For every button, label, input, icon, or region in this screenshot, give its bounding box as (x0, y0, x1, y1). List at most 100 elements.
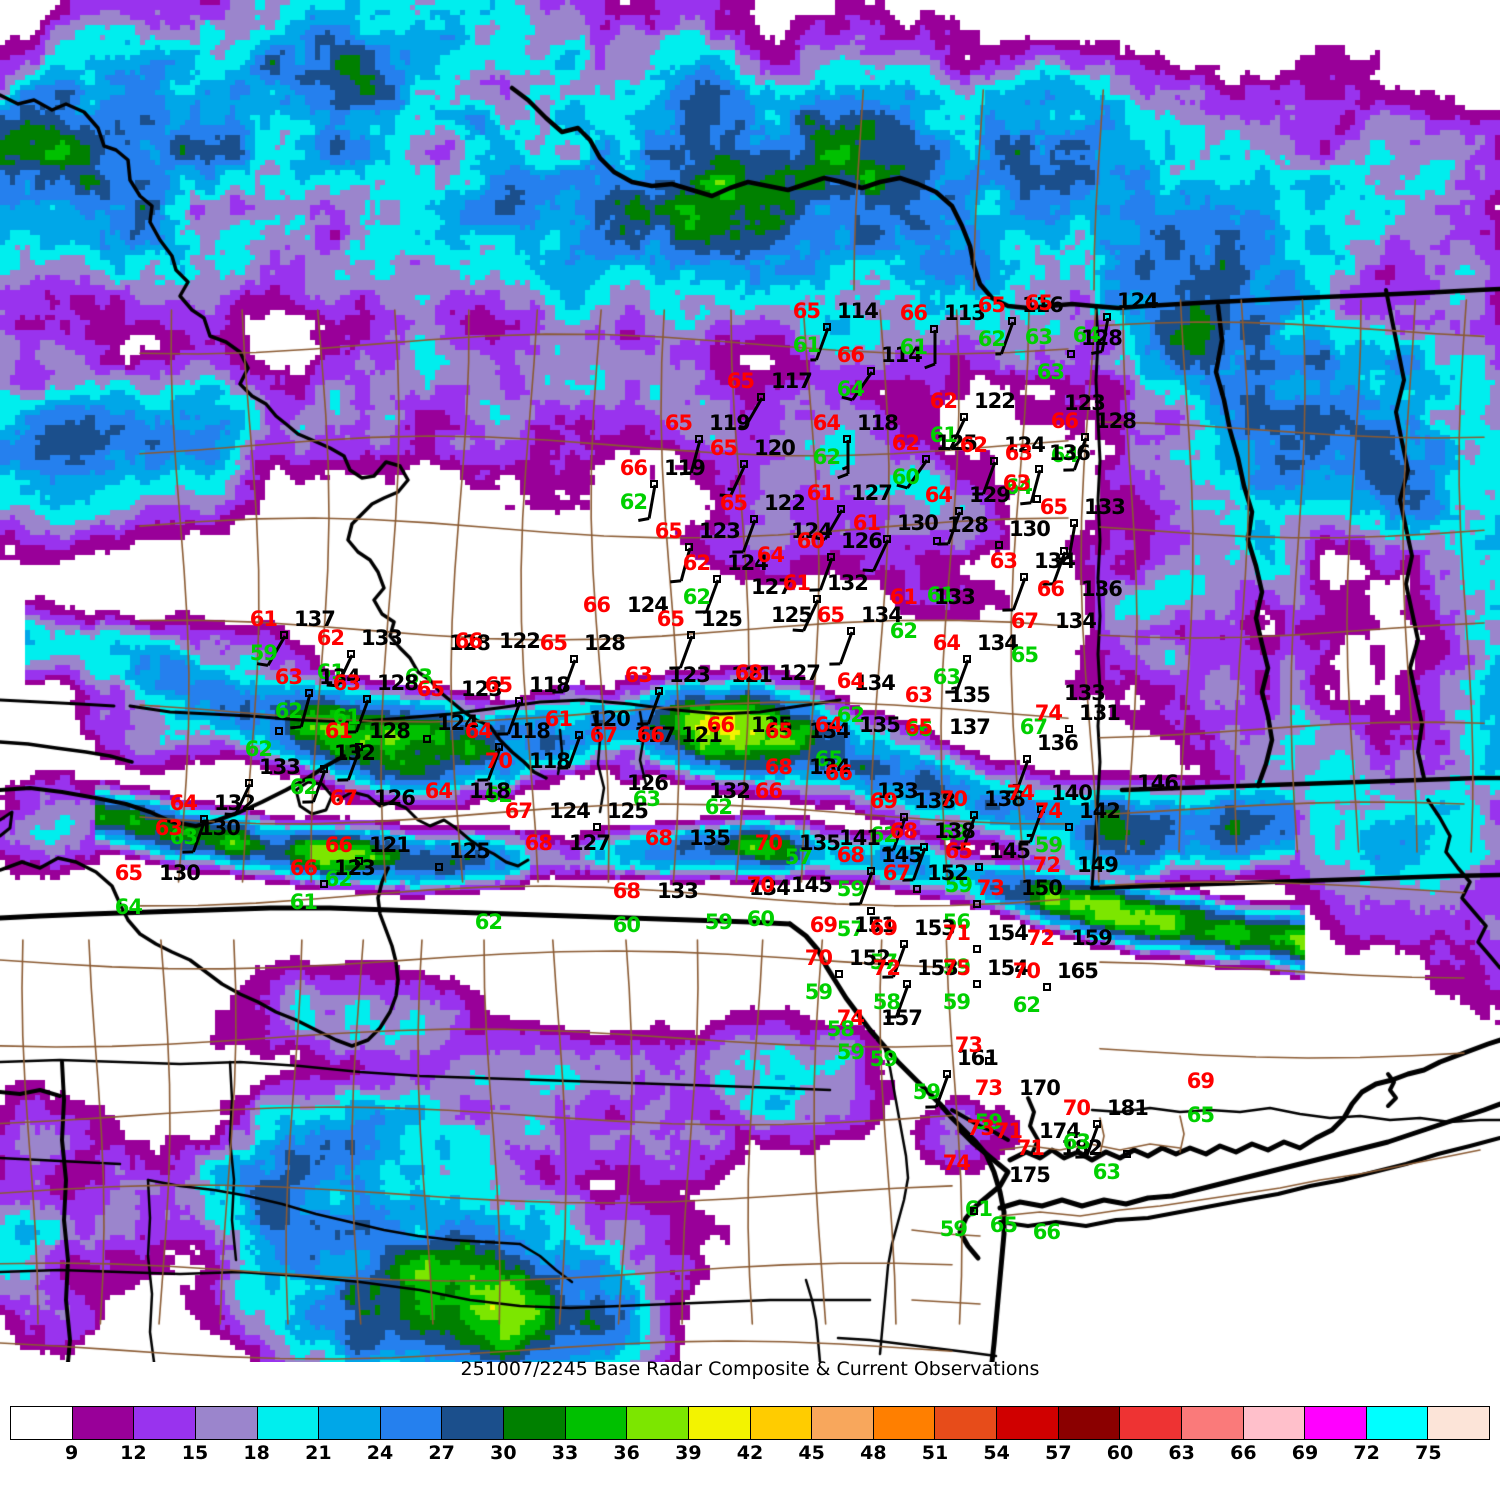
station-marker (973, 900, 981, 908)
station-pressure: 136 (1049, 441, 1091, 465)
station-pressure: 127 (569, 831, 611, 855)
station-dewpoint: 62 (1012, 993, 1041, 1017)
station-temperature: 64 (424, 779, 453, 803)
station-temperature: 66 (636, 723, 665, 747)
colorbar-tick-label: 66 (1230, 1442, 1257, 1464)
station-pressure: 123 (699, 519, 741, 543)
station-dewpoint: 61 (332, 705, 361, 729)
station-temperature: 63 (624, 663, 653, 687)
station-temperature: 64 (464, 719, 493, 743)
station-dewpoint: 62 (474, 910, 503, 934)
station-marker (435, 863, 443, 871)
station-temperature: 65 (977, 293, 1006, 317)
station-pressure: 128 (584, 631, 626, 655)
geographic-boundaries-layer (0, 0, 1500, 1362)
station-dewpoint: 61 (899, 335, 928, 359)
station-pressure: 130 (199, 816, 241, 840)
station-temperature: 64 (836, 669, 865, 693)
station-pressure: 120 (589, 707, 631, 731)
station-marker (943, 1070, 951, 1078)
station-pressure: 126 (374, 786, 416, 810)
station-marker (515, 697, 523, 705)
station-pressure: 133 (1084, 495, 1126, 519)
station-pressure: 127 (779, 661, 821, 685)
station-marker (973, 945, 981, 953)
station-temperature: 69 (869, 789, 898, 813)
colorbar-tick-label: 54 (983, 1442, 1010, 1464)
station-pressure: 130 (159, 861, 201, 885)
reflectivity-colorbar-labels: 9 12 15 18 21 24 27 30 33 36 39 42 45 48 51 54 57 60 63 66 6… (10, 1442, 1490, 1468)
station-marker (423, 735, 431, 743)
station-marker (355, 857, 363, 865)
station-dewpoint: 63 (1092, 1160, 1121, 1184)
station-dewpoint: 57 (836, 917, 865, 941)
station-pressure: 122 (974, 389, 1016, 413)
station-dewpoint: 62 (869, 823, 898, 847)
station-temperature: 71 (994, 1119, 1023, 1143)
station-pressure: 135 (859, 713, 901, 737)
station-marker (973, 980, 981, 988)
station-pressure: 134 (809, 719, 851, 743)
station-pressure: 159 (1071, 926, 1113, 950)
station-pressure: 125 (449, 839, 491, 863)
colorbar-swatch (750, 1407, 813, 1439)
station-pressure: 165 (1057, 959, 1099, 983)
station-temperature: 65 (664, 411, 693, 435)
station-pressure: 134 (1034, 549, 1076, 573)
station-dewpoint: 62 (619, 490, 648, 514)
station-temperature: 68 (764, 755, 793, 779)
station-temperature: 62 (959, 433, 988, 457)
station-temperature: 73 (954, 1033, 983, 1057)
station-temperature: 61 (782, 571, 811, 595)
station-temperature: 65 (764, 719, 793, 743)
station-dewpoint: 62 (274, 699, 303, 723)
colorbar-swatch (873, 1407, 936, 1439)
station-pressure: 124 (791, 519, 833, 543)
station-marker (320, 765, 328, 773)
station-temperature: 74 (942, 1151, 971, 1175)
station-temperature: 74 (1034, 701, 1063, 725)
map-caption: 251007/2245 Base Radar Composite & Curre… (460, 1358, 1040, 1380)
station-temperature: 61 (889, 585, 918, 609)
station-pressure: 113 (944, 301, 986, 325)
station-temperature: 70 (484, 749, 513, 773)
station-pressure: 119 (664, 456, 706, 480)
station-temperature: 61 (806, 481, 835, 505)
station-marker (837, 505, 845, 513)
station-pressure: 170 (1019, 1076, 1061, 1100)
station-pressure: 135 (689, 826, 731, 850)
station-temperature: 73 (966, 1116, 995, 1140)
station-dewpoint: 60 (891, 465, 920, 489)
station-dewpoint: 59 (704, 910, 733, 934)
station-temperature: 63 (1004, 441, 1033, 465)
station-marker (1023, 755, 1031, 763)
station-marker (867, 907, 875, 915)
station-pressure: 134 (854, 671, 896, 695)
station-pressure: 130 (897, 511, 939, 535)
station-temperature: 68 (734, 661, 763, 685)
station-pressure: 131 (1079, 701, 1121, 725)
station-marker (495, 743, 503, 751)
station-marker (883, 535, 891, 543)
station-marker (1123, 1150, 1131, 1158)
station-marker (685, 543, 693, 551)
colorbar-swatch (1181, 1407, 1244, 1439)
station-dewpoint: 57 (784, 845, 813, 869)
station-dewpoint: 61 (289, 890, 318, 914)
station-temperature: 65 (1024, 291, 1053, 315)
station-pressure: 154 (987, 956, 1029, 980)
colorbar-tick-label: 60 (1106, 1442, 1134, 1464)
station-temperature: 65 (114, 861, 143, 885)
station-pressure: 128 (369, 719, 411, 743)
station-temperature: 65 (484, 673, 513, 697)
station-marker (695, 435, 703, 443)
station-pressure: 142 (1079, 799, 1121, 823)
station-dewpoint: 61 (316, 660, 345, 684)
station-marker (347, 650, 355, 658)
station-marker (245, 779, 253, 787)
station-dewpoint: 62 (289, 775, 318, 799)
station-pressure: 141 (839, 826, 881, 850)
surface-observations-layer: 65 61 114 66 64 114 66 61 113 65 62 116 65 63 64 124 63 1… (114, 291, 1215, 1243)
station-pressure: 118 (857, 411, 899, 435)
